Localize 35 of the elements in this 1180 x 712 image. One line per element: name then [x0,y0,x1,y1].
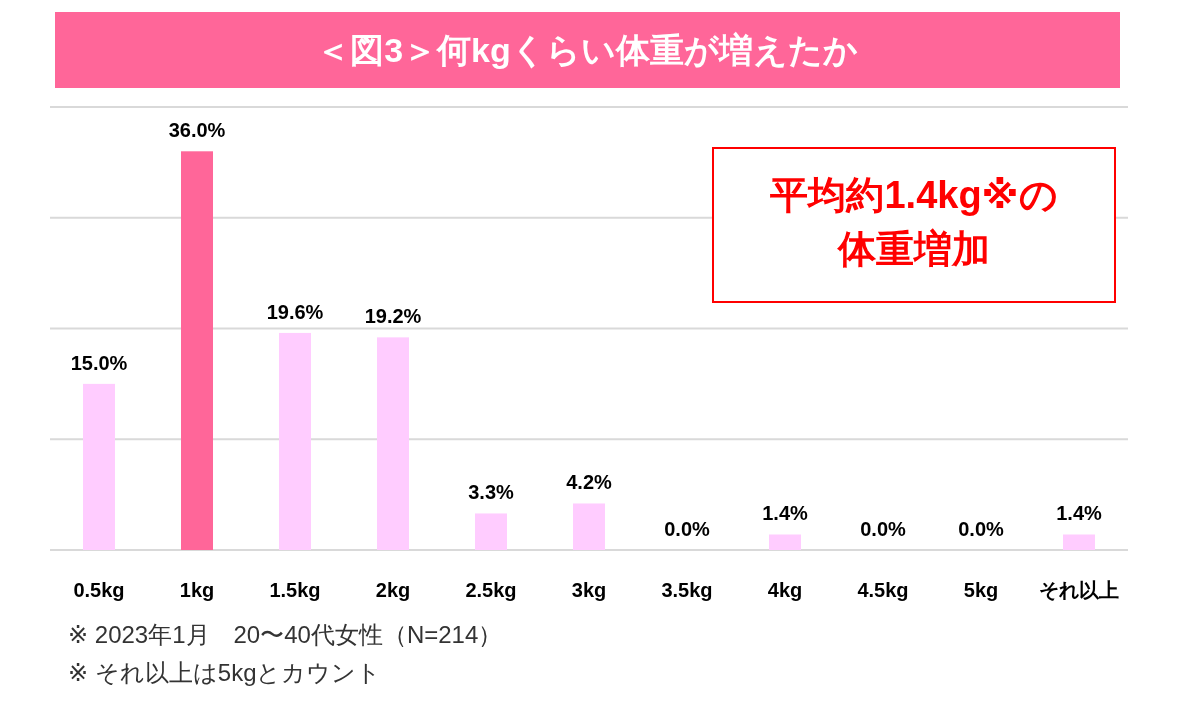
bar [83,383,115,550]
bar [1063,534,1095,550]
data-label: 4.2% [566,471,613,494]
data-label: 0.0% [958,518,1005,540]
data-label: 1.4% [1056,502,1103,525]
data-label: 0.0% [664,518,711,540]
x-tick-label: 1.5kg [269,579,321,601]
bar [573,503,605,550]
data-label: 0.0% [860,518,907,540]
bar [769,534,801,550]
x-tick-label: 0.5kg [73,579,125,601]
data-label: 36.0% [168,119,226,142]
x-tick-label: 2.5kg [465,579,517,601]
x-tick-label: 4kg [767,579,803,601]
x-tick-label: 5kg [963,579,999,601]
x-tick-label: 1kg [179,579,215,601]
text: ※ それ以上は5kgとカウント [68,659,382,686]
annotation: 体重増加 [836,228,990,270]
annotation: 平均約1.4kg※の [770,174,1058,216]
bar [377,337,409,550]
data-label: 19.6% [266,300,324,323]
x-tick-label: 2kg [375,579,411,601]
data-label: 15.0% [70,351,128,374]
data-label: 1.4% [762,502,809,525]
data-label: 3.3% [468,481,515,504]
x-tick-label: 3kg [571,579,607,601]
x-tick-label: それ以上 [1039,579,1119,601]
chart-title: ＜図3＞何kgくらい体重が増えたか [316,31,858,69]
bar [279,332,311,550]
bar [181,151,213,550]
data-label: 19.2% [364,305,422,328]
bar [475,513,507,550]
x-tick-label: 3.5kg [661,579,713,601]
text: ※ 2023年1月 20〜40代女性（N=214） [68,621,503,648]
x-tick-label: 4.5kg [857,579,909,601]
